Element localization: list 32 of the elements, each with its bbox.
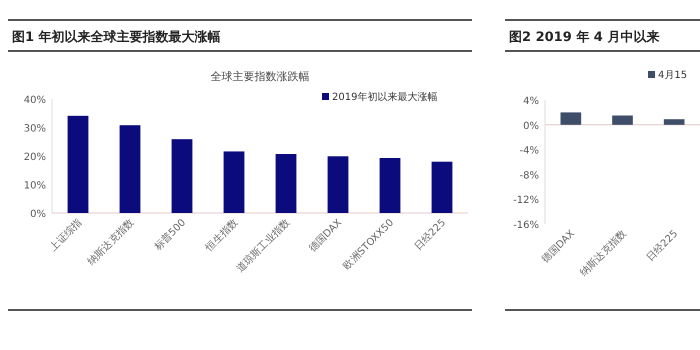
y-tick-label: 30% [24, 124, 46, 134]
y-tick-label: 40% [24, 95, 46, 106]
bar [664, 119, 684, 125]
x-tick-label: 恒生指数 [202, 216, 240, 254]
y-tick-label: 10% [24, 180, 46, 192]
y-tick-label: -8% [520, 170, 539, 182]
bar [224, 151, 244, 213]
chart-subtitle: 全球主要指数涨跌幅 [210, 70, 310, 83]
x-tick-label: 纳斯达克指数 [85, 216, 136, 268]
legend-label: 4月15 [658, 70, 688, 81]
bar [120, 125, 140, 213]
y-tick-label: 0% [523, 120, 539, 132]
x-tick-label: 纳斯达克指数 [578, 228, 629, 279]
bar [560, 112, 582, 125]
bar [612, 116, 633, 125]
y-tick-label: 20% [24, 152, 46, 163]
bar [276, 154, 296, 213]
y-tick-label: 0% [30, 209, 46, 220]
bar [380, 158, 400, 213]
bar [172, 139, 192, 213]
y-tick-label: -16% [513, 220, 539, 231]
x-tick-label: 标普500 [151, 216, 188, 254]
bar [328, 156, 348, 213]
y-tick-label: -4% [520, 146, 539, 157]
chart-title: 图2 2019 年 4 月中以来 [509, 30, 660, 45]
chart-title: 图1 年初以来全球主要指数最大涨幅 [12, 29, 221, 45]
bar [68, 116, 88, 213]
y-tick-label: 4% [523, 96, 539, 107]
x-tick-label: 上证综指 [47, 216, 84, 254]
y-tick-label: -12% [513, 195, 539, 206]
legend-label: 2019年初以来最大涨幅 [332, 91, 438, 103]
bar [432, 162, 452, 213]
